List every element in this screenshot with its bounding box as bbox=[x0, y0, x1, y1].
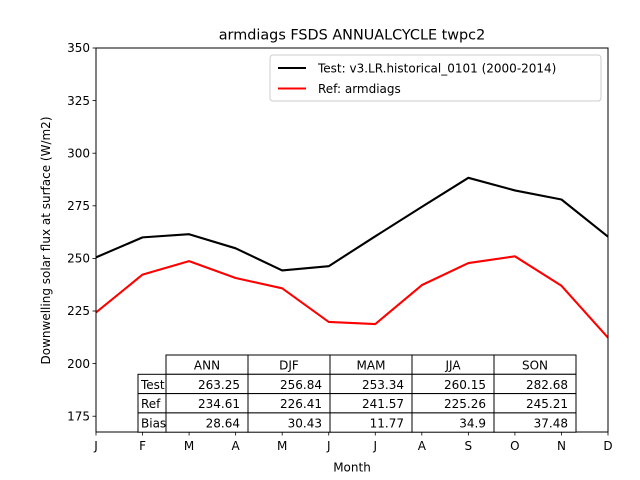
x-tick-label: S bbox=[465, 439, 473, 453]
table-header-label: MAM bbox=[357, 359, 386, 373]
y-tick-label: 250 bbox=[67, 252, 90, 266]
x-axis-label: Month bbox=[333, 461, 371, 475]
table-cell-value: 37.48 bbox=[534, 416, 568, 430]
x-tick-label: M bbox=[277, 439, 287, 453]
table-cell-value: 234.61 bbox=[198, 397, 240, 411]
x-tick-label: J bbox=[372, 439, 377, 453]
x-tick-label: A bbox=[418, 439, 427, 453]
table-cell-value: 253.34 bbox=[362, 378, 404, 392]
stats-table: ANN DJF MAM JJA SON Test 263.25 256.84 253.34 260… bbox=[137, 354, 577, 433]
y-tick-label: 325 bbox=[67, 94, 90, 108]
legend-label-ref: Ref: armdiags bbox=[318, 82, 401, 96]
x-tick-label: J bbox=[93, 439, 98, 453]
y-tick-label: 300 bbox=[67, 146, 90, 160]
table-cell-value: 226.41 bbox=[280, 397, 322, 411]
x-tick-label: M bbox=[184, 439, 194, 453]
x-tick-label: F bbox=[139, 439, 146, 453]
y-tick-label: 225 bbox=[67, 304, 90, 318]
x-tick-label: J bbox=[326, 439, 331, 453]
x-tick-label: A bbox=[232, 439, 241, 453]
x-tick-label: D bbox=[603, 439, 612, 453]
x-tick-label: N bbox=[557, 439, 566, 453]
y-axis-label: Downwelling solar flux at surface (W/m2) bbox=[39, 117, 53, 365]
table-cell-value: 225.26 bbox=[444, 397, 486, 411]
x-tick-label: O bbox=[510, 439, 519, 453]
table-cell-value: 282.68 bbox=[526, 378, 568, 392]
y-tick-label: 275 bbox=[67, 199, 90, 213]
legend: Test: v3.LR.historical_0101 (2000-2014) R… bbox=[269, 54, 602, 102]
table-cell-value: 28.64 bbox=[206, 416, 240, 430]
plot-area bbox=[95, 176, 609, 339]
table-header-label: SON bbox=[522, 359, 548, 373]
table-header-label: JJA bbox=[444, 359, 461, 373]
table-cell-value: 245.21 bbox=[526, 397, 568, 411]
table-cell-value: 256.84 bbox=[280, 378, 322, 392]
series-line-ref bbox=[95, 255, 609, 339]
table-row-label: Test bbox=[140, 378, 165, 392]
table-cell-value: 263.25 bbox=[198, 378, 240, 392]
table-row-label: Ref bbox=[141, 397, 161, 411]
chart-title: armdiags FSDS ANNUALCYCLE twpc2 bbox=[219, 28, 486, 44]
table-row-label: Bias bbox=[141, 416, 166, 430]
table-header-label: ANN bbox=[194, 359, 220, 373]
table-cell bbox=[493, 412, 577, 433]
table-cell-value: 241.57 bbox=[362, 397, 404, 411]
legend-box bbox=[269, 54, 602, 102]
y-tick-label: 175 bbox=[67, 409, 90, 423]
y-tick-label: 200 bbox=[67, 357, 90, 371]
table-cell-value: 30.43 bbox=[288, 416, 322, 430]
table-cell-value: 11.77 bbox=[370, 416, 404, 430]
table-cell-value: 260.15 bbox=[444, 378, 486, 392]
y-tick-label: 350 bbox=[67, 41, 90, 55]
series-line-test bbox=[95, 176, 609, 272]
table-header-label: DJF bbox=[279, 359, 299, 373]
table-cell-value: 34.9 bbox=[459, 416, 486, 430]
legend-label-test: Test: v3.LR.historical_0101 (2000-2014) bbox=[317, 61, 556, 75]
